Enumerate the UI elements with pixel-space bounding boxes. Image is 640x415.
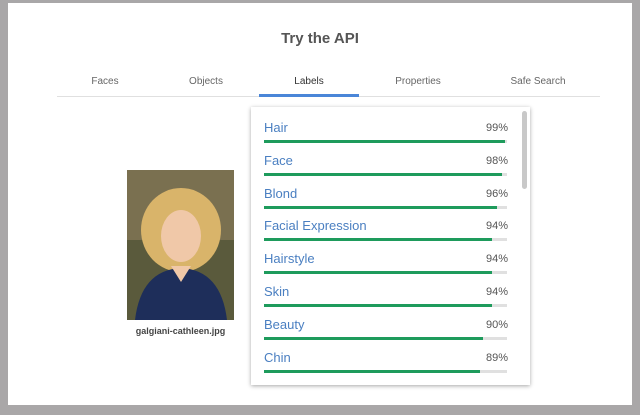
score-bar bbox=[264, 336, 483, 340]
score-track bbox=[264, 140, 507, 143]
label-name: Face bbox=[264, 152, 293, 168]
card: Try the API galgiani-cathleen.jpg Hair 99… bbox=[8, 3, 632, 405]
label-score: 90% bbox=[485, 318, 508, 331]
label-score: 94% bbox=[485, 220, 508, 233]
score-track bbox=[264, 369, 507, 373]
label-score: 94% bbox=[485, 286, 508, 298]
label-name: Hairstyle bbox=[264, 251, 315, 267]
tab-indicator bbox=[259, 94, 359, 97]
score-track bbox=[264, 172, 507, 176]
tab[interactable]: Objects bbox=[189, 76, 223, 87]
score-track bbox=[264, 304, 507, 307]
label-name: Skin bbox=[264, 284, 290, 299]
label-score: 96% bbox=[485, 187, 508, 200]
scrollbar[interactable] bbox=[522, 111, 527, 189]
tab[interactable]: Properties bbox=[395, 76, 441, 87]
score-bar bbox=[264, 238, 493, 242]
score-bar bbox=[264, 172, 503, 176]
score-bar bbox=[264, 271, 493, 275]
label-score: 89% bbox=[485, 351, 508, 364]
label-name: Beauty bbox=[264, 316, 305, 332]
label-score: 98% bbox=[485, 154, 508, 167]
score-track bbox=[264, 238, 507, 242]
label-name: Facial Expression bbox=[264, 218, 367, 234]
score-bar bbox=[264, 369, 481, 373]
image-caption: galgiani-cathleen.jpg bbox=[135, 326, 226, 336]
label-score: 94% bbox=[485, 253, 508, 266]
label-name: Chin bbox=[264, 349, 291, 365]
score-bar bbox=[264, 304, 493, 307]
labels-panel: Hair 99% Face 98% Blond 96% Facial Expression 9… bbox=[251, 107, 530, 385]
label-name: Blond bbox=[264, 185, 298, 201]
score-track bbox=[264, 336, 507, 340]
label-score: 99% bbox=[485, 122, 508, 134]
tab[interactable]: Faces bbox=[91, 76, 119, 87]
score-bar bbox=[264, 140, 505, 143]
score-bar bbox=[264, 205, 498, 209]
photo bbox=[127, 170, 234, 320]
tab[interactable]: Labels bbox=[294, 76, 324, 87]
score-track bbox=[264, 271, 507, 275]
tab[interactable]: Safe Search bbox=[510, 76, 566, 87]
label-name: Hair bbox=[264, 120, 288, 135]
title: Try the API bbox=[281, 30, 359, 47]
score-track bbox=[264, 205, 507, 209]
